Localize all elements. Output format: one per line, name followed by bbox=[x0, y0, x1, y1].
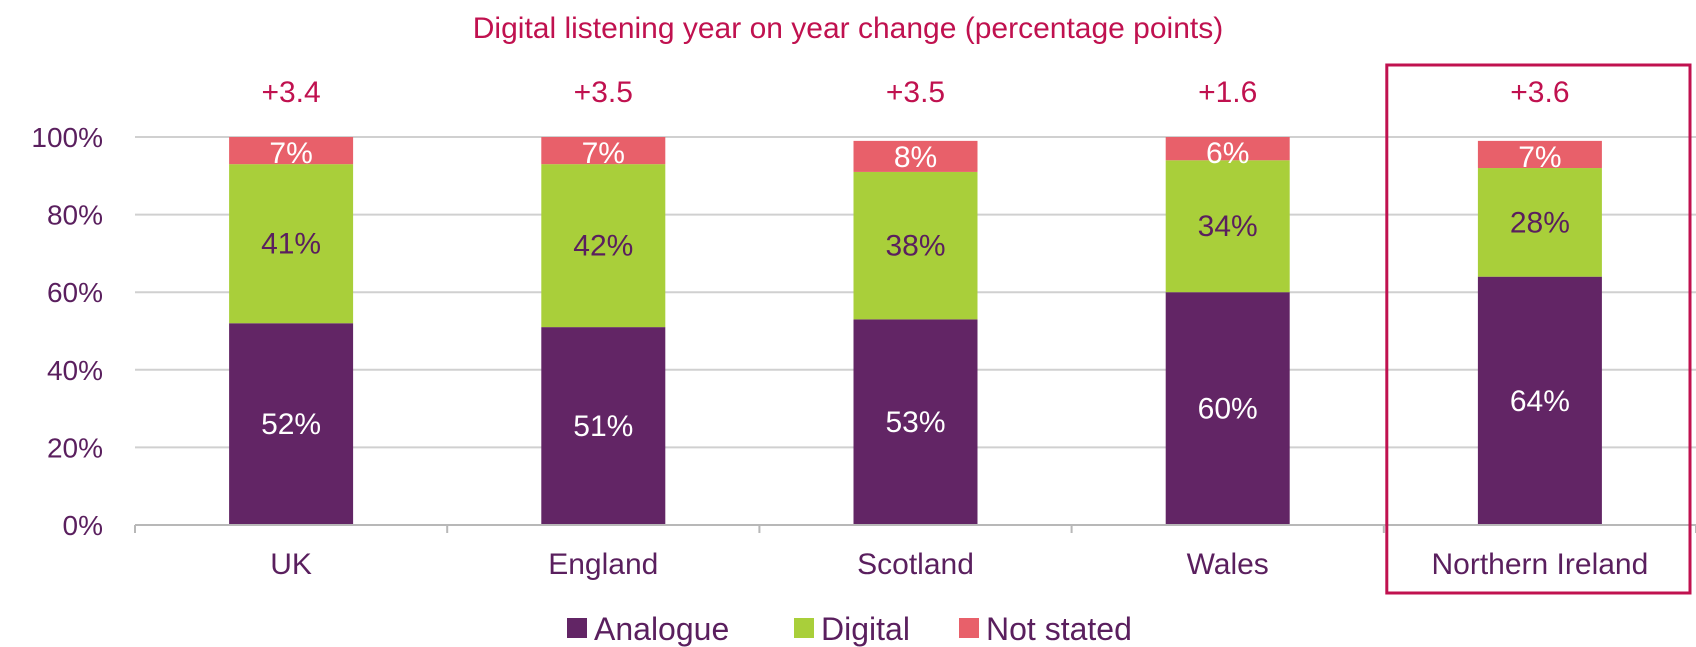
bar-group: 51% 42% 7% bbox=[541, 137, 666, 525]
data-label: 34% bbox=[1198, 210, 1258, 243]
legend-swatch bbox=[567, 618, 587, 638]
data-label: 7% bbox=[269, 137, 312, 170]
x-tick-label: Wales bbox=[1187, 548, 1269, 581]
x-tick-label: Northern Ireland bbox=[1432, 548, 1649, 581]
data-label: 41% bbox=[261, 228, 321, 261]
data-label: 51% bbox=[573, 410, 633, 443]
bar-segment bbox=[229, 323, 354, 525]
bar-segment bbox=[1165, 160, 1290, 293]
data-label: 60% bbox=[1198, 393, 1258, 426]
change-label: +3.5 bbox=[574, 76, 633, 109]
highlight-box-rect bbox=[1385, 63, 1692, 595]
y-axis: 0% 20% 40% 60% 80% 100% bbox=[31, 122, 103, 541]
bar-group: 60% 34% 6% bbox=[1165, 137, 1290, 525]
bar-segment bbox=[1477, 140, 1602, 169]
data-label: 38% bbox=[885, 230, 945, 263]
legend: Analogue Digital Not stated bbox=[567, 611, 1132, 647]
bar-segment bbox=[1165, 292, 1290, 525]
change-label: +1.6 bbox=[1198, 76, 1257, 109]
data-label: 64% bbox=[1510, 385, 1570, 418]
bar-segment bbox=[1477, 276, 1602, 525]
chart-title: Digital listening year on year change (p… bbox=[473, 12, 1223, 45]
legend-item: Not stated bbox=[959, 611, 1132, 647]
legend-item: Digital bbox=[794, 611, 910, 647]
bar-group: 53% 38% 8% bbox=[853, 140, 978, 525]
bar-segment bbox=[541, 137, 666, 165]
y-tick-label: 20% bbox=[47, 432, 103, 463]
data-label: 28% bbox=[1510, 206, 1570, 239]
y-tick-label: 100% bbox=[31, 122, 103, 153]
bar-segment bbox=[229, 137, 354, 165]
bar-segment bbox=[1165, 137, 1290, 161]
legend-swatch bbox=[794, 618, 814, 638]
bar-segment bbox=[853, 140, 978, 172]
y-tick-label: 0% bbox=[63, 510, 103, 541]
legend-item: Analogue bbox=[567, 611, 729, 647]
bar-segment bbox=[853, 319, 978, 525]
bar-segment bbox=[853, 171, 978, 320]
change-label: +3.6 bbox=[1510, 76, 1569, 109]
change-labels: +3.4 +3.5 +3.5 +1.6 +3.6 bbox=[261, 76, 1569, 109]
x-tick-label: England bbox=[548, 548, 658, 581]
bar-group: 64% 28% 7% bbox=[1477, 140, 1602, 525]
bar-group: 52% 41% 7% bbox=[229, 137, 354, 525]
x-tick-label: UK bbox=[270, 548, 312, 581]
data-label: 6% bbox=[1206, 137, 1249, 170]
legend-label: Analogue bbox=[594, 611, 729, 647]
legend-label: Digital bbox=[821, 611, 910, 647]
x-axis: UK England Scotland Wales Northern Ireland bbox=[134, 524, 1696, 581]
data-label: 7% bbox=[1518, 141, 1561, 174]
bar-segment bbox=[541, 164, 666, 328]
bars: 52% 41% 7% 51% 42% 7% 53% 38% 8% 60% 34% 6% 64% 28% 7% bbox=[229, 137, 1602, 525]
change-label: +3.5 bbox=[886, 76, 945, 109]
highlight-box bbox=[1385, 63, 1692, 595]
y-tick-label: 60% bbox=[47, 277, 103, 308]
x-tick-label: Scotland bbox=[857, 548, 974, 581]
bar-segment bbox=[541, 327, 666, 525]
y-tick-label: 40% bbox=[47, 355, 103, 386]
y-tick-label: 80% bbox=[47, 200, 103, 231]
legend-swatch bbox=[959, 618, 979, 638]
bar-segment bbox=[1477, 168, 1602, 277]
bar-segment bbox=[229, 164, 354, 324]
data-label: 52% bbox=[261, 408, 321, 441]
change-label: +3.4 bbox=[261, 76, 320, 109]
data-label: 53% bbox=[885, 406, 945, 439]
legend-label: Not stated bbox=[986, 611, 1132, 647]
data-label: 42% bbox=[573, 230, 633, 263]
data-label: 7% bbox=[582, 137, 625, 170]
data-label: 8% bbox=[894, 141, 937, 174]
